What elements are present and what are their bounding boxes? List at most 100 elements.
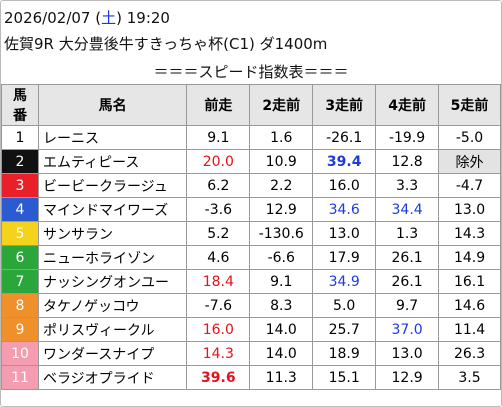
- speed-index: 除外: [438, 149, 501, 174]
- column-header: 5走前: [438, 84, 501, 126]
- horse-number: 3: [1, 173, 39, 198]
- speed-index: 39.6: [186, 365, 251, 390]
- row: 6 ニューホライゾン 4.6 -6.6 17.9 26.1 14.9: [1, 245, 501, 270]
- speed-index: 15.1: [312, 365, 377, 390]
- speed-index: 26.3: [438, 341, 501, 366]
- row: 11 ベラジオプライド 39.6 11.3 15.1 12.9 3.5: [1, 365, 501, 390]
- row: 4 マインドマイワーズ -3.6 12.9 34.6 34.4 13.0: [1, 197, 501, 222]
- speed-index: 5.0: [312, 293, 377, 318]
- speed-index: 14.0: [249, 341, 314, 366]
- horse-name: レーニス: [37, 125, 188, 150]
- column-header: 馬名: [37, 84, 188, 126]
- weekday: 土: [101, 9, 117, 27]
- race-title: 佐賀9R 大分豊後牛すきっちゃ杯(C1) ダ1400m: [4, 35, 328, 53]
- time: 19:20: [126, 9, 170, 27]
- speed-index: 34.9: [312, 269, 377, 294]
- speed-index: -5.0: [438, 125, 501, 150]
- date-line: 2026/02/07 (土) 19:20: [4, 9, 170, 27]
- speed-index: 9.1: [186, 125, 251, 150]
- horse-name: マインドマイワーズ: [37, 197, 188, 222]
- column-header: 2走前: [249, 84, 314, 126]
- row: 5 サンサラン 5.2 -130.6 13.0 1.3 14.3: [1, 221, 501, 246]
- speed-index: 12.9: [375, 365, 440, 390]
- column-header: 馬番: [1, 84, 39, 126]
- horse-number: 8: [1, 293, 39, 318]
- horse-name: ナッシングオンユー: [37, 269, 188, 294]
- horse-number: 1: [1, 125, 39, 150]
- speed-index: 16.0: [186, 317, 251, 342]
- speed-table: 馬番 馬名 前走 2走前 3走前 4走前 5走前 1 レーニス 9.1 1.6 -26.1 -19.9-…: [1, 84, 501, 390]
- speed-index: 34.4: [375, 197, 440, 222]
- speed-index: 9.1: [249, 269, 314, 294]
- column-header: 4走前: [375, 84, 440, 126]
- speed-index: 10.9: [249, 149, 314, 174]
- speed-index: 8.3: [249, 293, 314, 318]
- speed-index: 11.4: [438, 317, 501, 342]
- speed-index: -6.6: [249, 245, 314, 270]
- horse-name: ビービークラージュ: [37, 173, 188, 198]
- speed-index: 34.6: [312, 197, 377, 222]
- column-header: 前走: [186, 84, 251, 126]
- speed-index: -4.7: [438, 173, 501, 198]
- speed-index: 39.4: [312, 149, 377, 174]
- speed-index: 11.3: [249, 365, 314, 390]
- speed-index: 37.0: [375, 317, 440, 342]
- speed-index: 14.0: [249, 317, 314, 342]
- horse-number: 6: [1, 245, 39, 270]
- speed-index: 25.7: [312, 317, 377, 342]
- heading: ＝＝＝スピード指数表＝＝＝: [153, 63, 349, 81]
- row: 10 ワンダースナイプ 14.3 14.0 18.9 13.0 26.3: [1, 341, 501, 366]
- horse-number: 2: [1, 149, 39, 174]
- speed-index: 14.9: [438, 245, 501, 270]
- column-header: 3走前: [312, 84, 377, 126]
- horse-name: タケノゲッコウ: [37, 293, 188, 318]
- speed-index: 9.7: [375, 293, 440, 318]
- speed-index: 1.3: [375, 221, 440, 246]
- speed-index: 13.0: [375, 341, 440, 366]
- speed-index: 13.0: [312, 221, 377, 246]
- speed-index: 26.1: [375, 245, 440, 270]
- speed-index: 18.4: [186, 269, 251, 294]
- speed-index: 14.3: [186, 341, 251, 366]
- row: 9 ポリスヴィークル 16.0 14.0 25.7 37.0 11.4: [1, 317, 501, 342]
- horse-name: ニューホライゾン: [37, 245, 188, 270]
- speed-index: 3.3: [375, 173, 440, 198]
- horse-number: 7: [1, 269, 39, 294]
- row: 1 レーニス 9.1 1.6 -26.1 -19.9 -5.0: [1, 125, 501, 150]
- speed-index: 1.6: [249, 125, 314, 150]
- speed-index: 4.6: [186, 245, 251, 270]
- row: 2 エムティピース 20.0 10.9 39.4 12.8 除外: [1, 149, 501, 174]
- speed-index: 13.0: [438, 197, 501, 222]
- speed-index: 17.9: [312, 245, 377, 270]
- speed-index: -19.9: [375, 125, 440, 150]
- speed-index: 16.1: [438, 269, 501, 294]
- row: 7 ナッシングオンユー 18.4 9.1 34.9 26.1 16.1: [1, 269, 501, 294]
- horse-name: ワンダースナイプ: [37, 341, 188, 366]
- speed-index: 3.5: [438, 365, 501, 390]
- speed-index: 12.8: [375, 149, 440, 174]
- speed-index: 5.2: [186, 221, 251, 246]
- row: 3 ビービークラージュ 6.2 2.2 16.0 3.3 -4.7: [1, 173, 501, 198]
- speed-index: -26.1: [312, 125, 377, 150]
- speed-index: 14.3: [438, 221, 501, 246]
- row: 8 タケノゲッコウ -7.6 8.3 5.0 9.7 14.6: [1, 293, 501, 318]
- speed-index: 12.9: [249, 197, 314, 222]
- horse-name: サンサラン: [37, 221, 188, 246]
- speed-index: 20.0: [186, 149, 251, 174]
- horse-number: 11: [1, 365, 39, 390]
- horse-name: エムティピース: [37, 149, 188, 174]
- speed-index: 16.0: [312, 173, 377, 198]
- horse-name: ベラジオプライド: [37, 365, 188, 390]
- speed-index: 18.9: [312, 341, 377, 366]
- speed-index: 6.2: [186, 173, 251, 198]
- speed-index: 26.1: [375, 269, 440, 294]
- horse-number: 10: [1, 341, 39, 366]
- speed-index: -7.6: [186, 293, 251, 318]
- speed-index: 14.6: [438, 293, 501, 318]
- horse-number: 4: [1, 197, 39, 222]
- speed-index: -3.6: [186, 197, 251, 222]
- horse-name: ポリスヴィークル: [37, 317, 188, 342]
- date: 2026/02/07: [4, 9, 91, 27]
- speed-index: -130.6: [249, 221, 314, 246]
